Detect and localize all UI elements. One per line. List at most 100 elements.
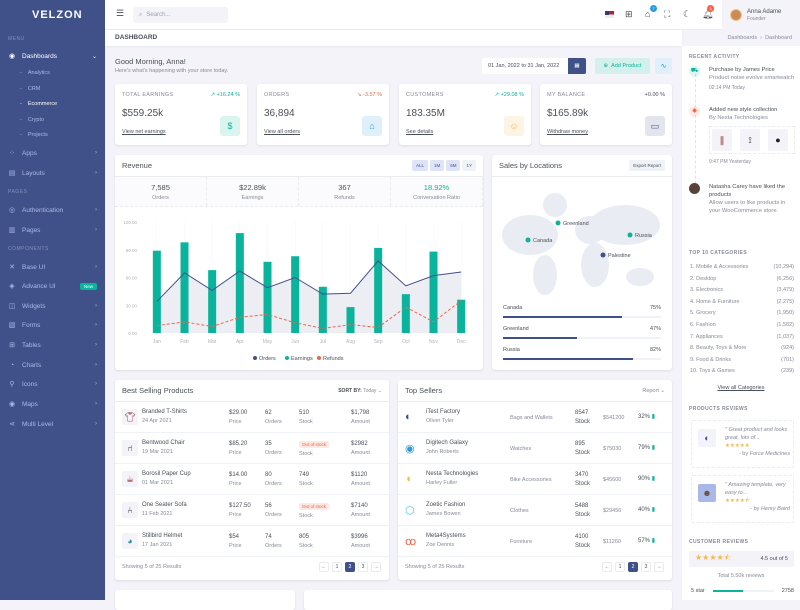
hamburger-menu-icon[interactable]: ☰ xyxy=(116,8,125,18)
sidebar-item-icons[interactable]: ⚲ Icons › xyxy=(8,377,97,391)
sidebar-item-advance-ui[interactable]: ◈ Advance UI New xyxy=(8,279,97,293)
page-next-button[interactable]: → xyxy=(371,562,381,572)
breadcrumb-dashboards[interactable]: Dashboards xyxy=(727,35,758,41)
map-marker-russia[interactable] xyxy=(627,232,633,238)
product-row[interactable]: ◕ Stillbird Helmet 17 Jan 2021 $54 Price 74… xyxy=(115,526,389,557)
sidebar-item-maps[interactable]: ◉ Maps › xyxy=(8,397,97,411)
notification-bell-icon[interactable]: 🔔︎ 3 xyxy=(702,5,714,19)
product-name[interactable]: Borosil Paper Cup xyxy=(142,471,191,477)
map-marker-canada[interactable] xyxy=(525,237,531,243)
us-flag-icon[interactable] xyxy=(605,11,614,18)
page-1-button[interactable]: 1 xyxy=(615,562,625,572)
stock-label: Stock xyxy=(575,481,591,487)
page-next-button[interactable]: → xyxy=(654,562,664,572)
dark-mode-moon-icon[interactable]: ☾ xyxy=(683,9,692,19)
report-dropdown[interactable]: Report ⌄ xyxy=(642,387,665,394)
cart-icon[interactable]: ⌂ 7 xyxy=(645,5,657,19)
seller-name[interactable]: Digitech Galaxy xyxy=(426,440,469,446)
stat-link[interactable]: View all orders xyxy=(264,129,300,135)
page-1-button[interactable]: 1 xyxy=(332,562,342,572)
category-item[interactable]: 4. Home & Furniture (2,275) xyxy=(690,299,794,305)
category-item[interactable]: 7. Appliances (1,037) xyxy=(690,334,794,340)
sidebar-item-multi-level[interactable]: ⋖ Multi Level › xyxy=(8,417,97,431)
category-item[interactable]: 1. Mobile & Accessories (10,294) xyxy=(690,264,794,270)
product-row[interactable]: ⑁ Bentwood Chair 19 Mar 2021 $85.20 Price 3… xyxy=(115,433,389,464)
category-item[interactable]: 10. Toys & Games (239) xyxy=(690,368,794,374)
sidebar-subitem-crm[interactable]: - CRM xyxy=(20,85,41,92)
category-item[interactable]: 8. Beauty, Toys & More (924) xyxy=(690,345,794,351)
apps-grid-icon[interactable]: ⊞ xyxy=(625,9,633,19)
page-prev-button[interactable]: ← xyxy=(319,562,329,572)
search-input[interactable]: ⌕ Search... xyxy=(133,7,228,23)
category-item[interactable]: 3. Electronics (3,479) xyxy=(690,287,794,293)
seller-row[interactable]: ◉ Digitech Galaxy John Roberts Watches 895… xyxy=(398,433,672,464)
map-marker-palestine[interactable] xyxy=(600,252,606,258)
sidebar-item-label: Pages xyxy=(22,226,41,234)
map-marker-greenland[interactable] xyxy=(555,220,561,226)
sidebar-item-layouts[interactable]: ▤ Layouts › xyxy=(8,166,97,180)
seller-row[interactable]: ◖ Nesta Technologies Harley Fuller Bike Ac… xyxy=(398,464,672,495)
filter-6m[interactable]: 6M xyxy=(446,160,461,171)
category-item[interactable]: 9. Food & Drinks (701) xyxy=(690,357,794,363)
stat-link[interactable]: Withdraw money xyxy=(547,129,588,135)
stat-link[interactable]: View net earnings xyxy=(122,129,166,135)
world-map[interactable]: Greenland Canada Russia Palestine xyxy=(500,185,664,300)
sidebar-item-pages[interactable]: ▥ Pages › xyxy=(8,223,97,237)
product-name[interactable]: Bentwood Chair xyxy=(142,440,185,446)
date-range-picker[interactable]: 01 Jan, 2022 to 31 Jan, 2022 ▦ xyxy=(482,58,586,74)
seller-name[interactable]: Nesta Technologies xyxy=(426,471,479,477)
jacket-thumbnail[interactable]: ❚ xyxy=(712,129,732,151)
product-name[interactable]: Stillbird Helmet xyxy=(142,533,183,539)
page-3-button[interactable]: 3 xyxy=(641,562,651,572)
stat-link[interactable]: See details xyxy=(406,129,434,135)
fullscreen-icon[interactable]: ⛶ xyxy=(664,9,671,19)
page-prev-button[interactable]: ← xyxy=(602,562,612,572)
sidebar-item-authentication[interactable]: ◎ Authentication › xyxy=(8,203,97,217)
stat-label: TOTAL EARNINGS xyxy=(122,92,174,98)
sidebar-item-dashboards[interactable]: ◉ Dashboards ⌄ xyxy=(8,49,97,63)
seller-row[interactable]: ⬡ Zoetic Fashion James Bowen Clothes 5488 S… xyxy=(398,495,672,526)
review-stars: ★★★★⯪ xyxy=(725,498,750,504)
sidebar-subitem-ecommerce[interactable]: - Ecommerce xyxy=(20,101,58,107)
page-3-button[interactable]: 3 xyxy=(358,562,368,572)
filter-1m[interactable]: 1M xyxy=(429,160,445,171)
product-name[interactable]: Branded T-Shirts xyxy=(142,409,187,415)
sidebar-item-base-ui[interactable]: ✕ Base UI › xyxy=(8,260,97,274)
sidebar-item-widgets[interactable]: ◫ Widgets › xyxy=(8,299,97,313)
sidebar-item-forms[interactable]: ▧ Forms › xyxy=(8,318,97,332)
export-report-button[interactable]: Export Report xyxy=(629,160,665,171)
telescope-thumbnail[interactable]: ⟟ xyxy=(740,129,760,151)
locations-header: Sales by Locations Export Report xyxy=(492,155,672,177)
seller-row[interactable]: ◐ iTest Factory Oliver Tyler Bags and Wall… xyxy=(398,402,672,433)
seller-name[interactable]: iTest Factory xyxy=(426,409,461,415)
sidebar-subitem-projects[interactable]: - Projects xyxy=(20,132,48,138)
sort-dropdown[interactable]: SORT BY: Today ⌄ xyxy=(338,388,382,394)
bag-thumbnail[interactable]: ● xyxy=(768,129,788,151)
activity-toggle-button[interactable]: ∿ xyxy=(655,58,672,74)
seller-row[interactable]: ꝏ Meta4Systems Zoe Dennis Furniture 4100 St… xyxy=(398,526,672,557)
add-product-button[interactable]: ⊕ Add Product xyxy=(595,58,650,74)
chevron-right-icon: › xyxy=(95,227,97,233)
filter-1y[interactable]: 1Y xyxy=(462,160,476,171)
category-item[interactable]: 6. Fashion (1,582) xyxy=(690,322,794,328)
product-orders: 74 xyxy=(265,534,272,540)
sidebar-subitem-analytics[interactable]: - Analytics xyxy=(20,70,50,76)
filter-all[interactable]: ALL xyxy=(411,160,428,171)
product-row[interactable]: ⑃ One Seater Sofa 11 Feb 2021 $127.50 Price… xyxy=(115,495,389,526)
category-item[interactable]: 2. Desktop (6,256) xyxy=(690,276,794,282)
category-item[interactable]: 5. Grocery (1,950) xyxy=(690,310,794,316)
page-2-button[interactable]: 2 xyxy=(345,562,355,572)
view-all-categories-link[interactable]: View all Categories xyxy=(717,385,765,391)
user-profile-dropdown[interactable]: Anna Adame Founder xyxy=(722,0,800,30)
seller-name[interactable]: Zoetic Fashion xyxy=(426,502,466,508)
page-2-button[interactable]: 2 xyxy=(628,562,638,572)
legend-marker xyxy=(285,356,289,360)
sidebar-subitem-crypto[interactable]: - Crypto xyxy=(20,116,45,123)
product-name[interactable]: One Seater Sofa xyxy=(142,502,187,508)
product-row[interactable]: ☕︎ Borosil Paper Cup 01 Mar 2021 $14.00 Pri… xyxy=(115,464,389,495)
sidebar-item-apps[interactable]: ⁘ Apps › xyxy=(8,146,97,160)
seller-name[interactable]: Meta4Systems xyxy=(426,533,466,539)
product-row[interactable]: 👕︎ Branded T-Shirts 24 Apr 2021 $29.00 Pric… xyxy=(115,402,389,433)
sidebar-item-charts[interactable]: ◔ Charts › xyxy=(8,358,97,372)
sidebar-item-tables[interactable]: ⊞ Tables › xyxy=(8,338,97,352)
